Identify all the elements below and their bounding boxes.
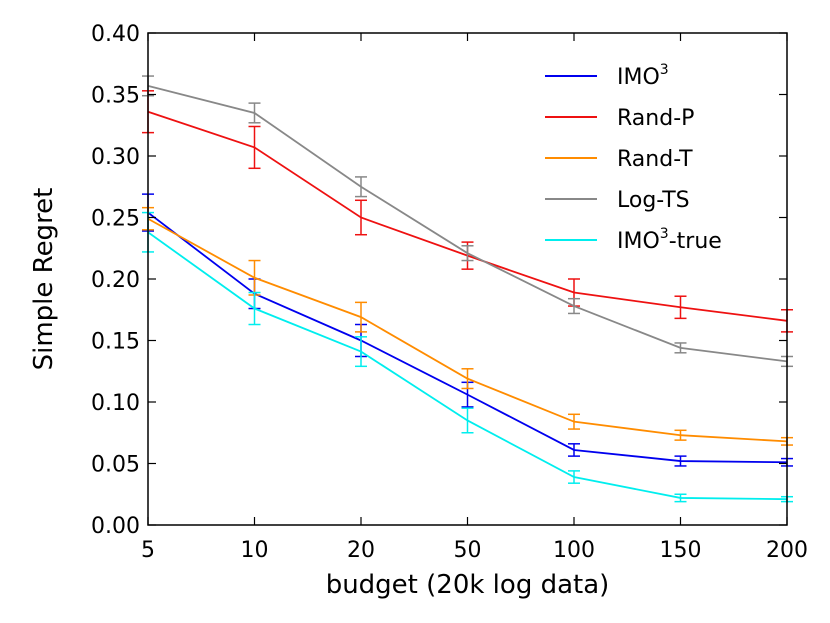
x-axis-label: budget (20k log data) <box>326 570 610 600</box>
series-layer <box>142 75 793 503</box>
legend-item: IMO3 <box>545 62 669 90</box>
legend-label: Rand-T <box>617 147 693 172</box>
x-tick-label: 50 <box>454 538 482 563</box>
x-tick-label: 20 <box>347 538 375 563</box>
y-tick-label: 0.30 <box>91 145 140 170</box>
x-tick-label: 10 <box>241 538 269 563</box>
legend-label: Log-TS <box>617 188 690 213</box>
y-tick-label: 0.10 <box>91 391 140 416</box>
x-tick-label: 5 <box>141 538 155 563</box>
y-tick-label: 0.25 <box>91 207 140 232</box>
y-tick-label: 0.20 <box>91 268 140 293</box>
y-tick-label: 0.00 <box>91 514 140 539</box>
legend-item: IMO3-true <box>545 226 722 254</box>
legend-label: Rand-P <box>617 106 694 131</box>
y-tick-label: 0.35 <box>91 84 140 109</box>
y-tick-label: 0.15 <box>91 330 140 355</box>
legend-item: Rand-T <box>545 147 693 172</box>
series-line <box>147 110 788 322</box>
legend-label: IMO3-true <box>617 226 722 254</box>
series-3 <box>142 75 793 368</box>
series-1 <box>142 90 793 333</box>
x-tick-label: 150 <box>660 538 702 563</box>
y-tick-label: 0.05 <box>91 453 140 478</box>
y-axis-label: Simple Regret <box>29 188 59 371</box>
y-tick-label: 0.40 <box>91 22 140 47</box>
x-tick-label: 100 <box>553 538 595 563</box>
ticks-layer: 0.00 0.05 0.10 0.15 0.20 0.25 0.30 0.35 0.40 5 10 2… <box>91 22 808 563</box>
legend-item: Log-TS <box>545 188 690 213</box>
legend: IMO3 Rand-P Rand-T Log-TS IMO3-true <box>545 62 722 254</box>
x-tick-label: 200 <box>766 538 808 563</box>
legend-item: Rand-P <box>545 106 694 131</box>
legend-label: IMO3 <box>617 62 669 90</box>
